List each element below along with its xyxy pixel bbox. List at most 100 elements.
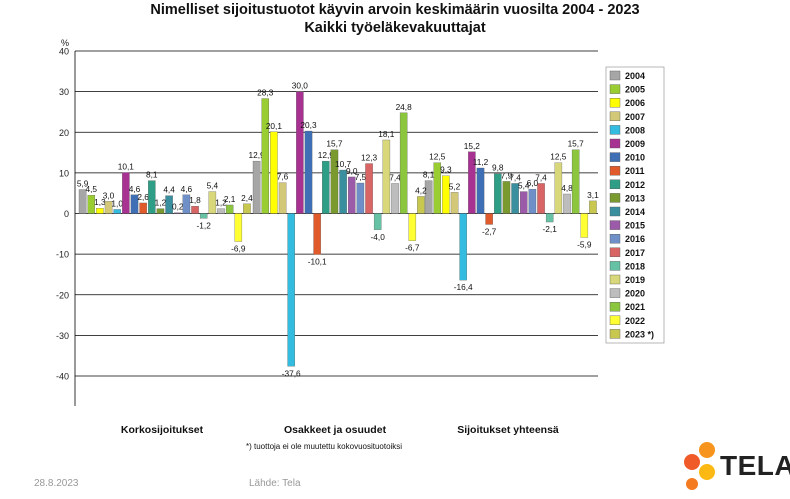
y-tick-label: -30 (56, 331, 69, 341)
bar-2021-1 (399, 112, 408, 214)
legend-swatch (609, 247, 621, 258)
legend-label: 2009 (625, 139, 645, 149)
footnote: *) tuottoja ei ole muutettu kokovuosituo… (246, 442, 402, 451)
bar-2005-1 (261, 98, 269, 214)
legend-label: 2005 (625, 85, 645, 95)
bar-2011-1 (313, 213, 321, 255)
bar-2016-0 (182, 194, 191, 214)
bar-2007-1 (278, 182, 287, 214)
bar-2020-2 (563, 193, 571, 214)
legend-label: 2017 (625, 248, 645, 258)
legend-swatch (609, 288, 621, 298)
data-label: -2,7 (482, 226, 497, 236)
bar-2019-0 (208, 191, 217, 214)
data-label: -4,0 (371, 232, 386, 242)
legend-swatch (609, 97, 621, 108)
bar-2010-1 (304, 130, 313, 214)
bar-2021-0 (225, 204, 234, 214)
bar-2017-0 (191, 206, 199, 214)
y-tick-label: 20 (59, 128, 69, 138)
bar-2023-2 (589, 200, 597, 214)
data-label: 30,0 (292, 81, 309, 91)
bar-2007-2 (450, 192, 459, 214)
legend-label: 2018 (625, 261, 645, 271)
category-label: Korkosijoitukset (121, 424, 204, 436)
data-label: 12,5 (550, 152, 567, 162)
data-label: 4,4 (163, 185, 175, 195)
legend-swatch (609, 152, 621, 162)
bar-2014-0 (165, 195, 173, 214)
data-label: 7,4 (535, 172, 547, 182)
bar-2014-1 (339, 169, 347, 214)
data-label: 4,5 (85, 184, 97, 194)
data-label: 20,1 (266, 121, 283, 131)
legend-swatch (609, 329, 621, 339)
legend-swatch (609, 233, 621, 244)
bar-2013-2 (502, 181, 511, 214)
data-label: 15,7 (326, 139, 343, 149)
bar-2010-0 (130, 194, 139, 214)
y-axis-label: % (61, 38, 69, 48)
data-label: 5,4 (207, 181, 219, 191)
bar-2011-0 (139, 202, 147, 214)
legend-label: 2008 (625, 125, 645, 135)
data-label: 1,2 (215, 198, 227, 208)
legend-swatch (609, 220, 621, 230)
y-tick-label: 10 (59, 168, 69, 178)
bar-2013-1 (330, 149, 339, 214)
legend-label: 2015 (625, 221, 645, 231)
bar-2006-2 (442, 175, 450, 214)
footer-date: 28.8.2023 (34, 478, 79, 489)
bar-2015-2 (520, 191, 528, 214)
data-label: -16,4 (454, 282, 473, 292)
legend-swatch (609, 165, 621, 176)
bar-2008-0 (113, 209, 121, 214)
legend-swatch (609, 315, 621, 325)
data-label: 5,4 (518, 181, 530, 191)
bar-2020-0 (217, 208, 225, 214)
data-label: 12,9 (318, 150, 335, 160)
data-label: 6,0 (527, 178, 539, 188)
footer-source: Lähde: Tela (249, 478, 301, 489)
legend-swatch (609, 302, 621, 312)
bar-2013-0 (156, 208, 165, 214)
bar-2016-2 (528, 188, 537, 214)
legend-swatch (609, 70, 621, 81)
bar-2022-2 (580, 213, 589, 238)
legend-label: 2006 (625, 98, 645, 108)
legend-label: 2012 (625, 180, 645, 190)
bar-2005-2 (433, 162, 441, 214)
y-tick-label: 40 (59, 47, 69, 57)
data-label: 9,3 (440, 165, 452, 175)
chart-title: Nimelliset sijoitustuotot käyvin arvoin … (150, 2, 640, 18)
bar-2004-0 (78, 189, 87, 214)
data-label: 7,4 (509, 172, 521, 182)
bar-2023-1 (417, 196, 425, 214)
y-tick-label: 0 (64, 209, 69, 219)
legend-swatch (609, 111, 621, 122)
category-label: Sijoitukset yhteensä (457, 424, 559, 436)
bar-2010-2 (476, 167, 485, 214)
bar-2004-1 (252, 160, 261, 214)
data-label: -37,6 (282, 368, 301, 378)
bar-2007-0 (104, 201, 113, 214)
data-label: 4,8 (561, 183, 573, 193)
data-label: 5,2 (449, 181, 461, 191)
bar-2018-0 (199, 213, 208, 219)
bar-2015-0 (173, 212, 182, 214)
legend-label: 2020 (625, 289, 645, 299)
data-label: -10,1 (308, 257, 327, 267)
bar-2009-1 (296, 91, 304, 214)
data-label: 11,2 (473, 157, 489, 167)
tela-logo: TELA (680, 438, 790, 494)
legend-swatch (609, 84, 621, 94)
bar-2019-1 (382, 139, 391, 214)
y-tick-label: -10 (56, 250, 69, 260)
chart-subtitle: Kaikki työeläkevakuuttajat (304, 20, 486, 36)
data-label: 7,6 (277, 172, 289, 182)
bar-2005-0 (87, 195, 96, 214)
bar-2008-1 (287, 213, 295, 367)
bar-2018-2 (545, 213, 554, 223)
bar-2012-2 (494, 173, 502, 214)
